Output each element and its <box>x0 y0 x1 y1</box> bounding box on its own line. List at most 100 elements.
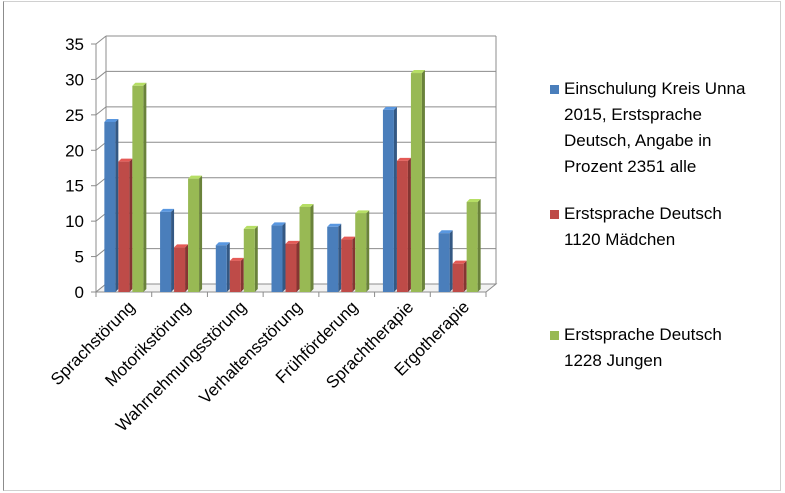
gridline-depth <box>95 71 107 80</box>
bar-top <box>132 82 147 86</box>
bar-front <box>438 233 450 292</box>
bar <box>132 82 147 292</box>
bar-front <box>118 161 130 292</box>
bar <box>285 240 300 292</box>
y-tick-labels: 0 5 10 15 20 25 30 35 <box>65 35 84 302</box>
bar <box>118 158 133 292</box>
gridline-depth <box>95 106 107 116</box>
bar <box>382 106 397 292</box>
bar-front <box>160 211 172 292</box>
bar-side <box>352 236 356 292</box>
bar-top <box>104 118 119 122</box>
bar-top <box>327 223 342 227</box>
y-tick-label: 15 <box>65 177 84 196</box>
gridline-depth <box>95 35 107 45</box>
legend-label: Erstsprache Deutsch 1228 Jungen <box>564 325 722 370</box>
bar <box>327 223 342 292</box>
bar-side <box>366 210 370 292</box>
legend-label: Einschulung Kreis Unna 2015, Erstsprache… <box>564 79 746 176</box>
bar-front <box>132 85 144 292</box>
bar-front <box>285 243 297 292</box>
bar-side <box>296 240 300 292</box>
bar-front <box>466 202 478 292</box>
y-tick-label: 25 <box>65 106 84 125</box>
y-tick-label: 0 <box>75 283 84 302</box>
bar <box>452 260 467 292</box>
y-tick-label: 35 <box>65 35 84 54</box>
bar-front <box>396 160 408 292</box>
gridline-depth <box>95 248 107 257</box>
gridline-depth <box>95 212 107 222</box>
bar <box>215 242 230 292</box>
bar-front <box>355 213 367 292</box>
legend-swatch <box>550 210 559 219</box>
gridline-depth <box>95 177 107 187</box>
bar-side <box>143 82 147 292</box>
bar-front <box>243 228 255 292</box>
legend-swatch <box>550 331 559 340</box>
bar-top <box>438 230 453 234</box>
bar-top <box>466 199 481 203</box>
y-tick-label: 20 <box>65 141 84 160</box>
bar-side <box>226 242 230 292</box>
bar <box>299 203 314 292</box>
bar <box>174 244 189 292</box>
bar <box>438 230 453 292</box>
bar-front <box>229 260 241 292</box>
bar-side <box>240 257 244 292</box>
bar <box>396 157 411 292</box>
bar-side <box>449 230 453 292</box>
bar <box>104 118 119 292</box>
bar-side <box>463 260 467 292</box>
bar-top <box>118 158 133 162</box>
bar-front <box>382 109 394 292</box>
bar-front <box>341 239 353 292</box>
bar-side <box>310 203 314 292</box>
bar-front <box>215 245 227 292</box>
bar-top <box>160 208 175 212</box>
bar-side <box>185 244 189 292</box>
gridline-depth <box>95 141 107 151</box>
bar <box>160 208 175 292</box>
bar-side <box>199 175 203 292</box>
bar-top <box>382 106 397 110</box>
bar-side <box>282 222 286 292</box>
bar-top <box>229 257 244 261</box>
bar-front <box>271 225 283 292</box>
bar <box>341 236 356 292</box>
legend-swatch <box>550 85 559 94</box>
bar <box>466 199 481 292</box>
bar-top <box>299 203 314 207</box>
bar-top <box>341 236 356 240</box>
y-tick-label: 5 <box>75 248 84 267</box>
bar-side <box>338 223 342 292</box>
bar <box>188 175 203 292</box>
x-tick-label: Verhaltensstörung <box>195 297 305 407</box>
bar-front <box>299 206 311 292</box>
bar-side <box>254 225 258 292</box>
bars <box>104 70 481 293</box>
bar-top <box>396 157 411 161</box>
x-tick-labels: SprachstörungMotorikstörungWahrnehmungss… <box>47 297 473 435</box>
chart-frame <box>3 1 781 491</box>
bar-side <box>393 106 397 292</box>
bar <box>271 222 286 292</box>
bar-side <box>171 208 175 292</box>
bar <box>243 225 258 292</box>
bar-front <box>452 263 464 292</box>
bar <box>355 210 370 292</box>
bar <box>410 70 425 293</box>
bar-front <box>188 178 200 292</box>
bar-front <box>104 121 116 292</box>
bar-side <box>407 157 411 292</box>
bar-side <box>129 158 133 292</box>
bar-top <box>174 244 189 248</box>
legend-label: Erstsprache Deutsch 1120 Mädchen <box>564 204 722 249</box>
bar-top <box>215 242 230 246</box>
bar <box>229 257 244 292</box>
bar-top <box>243 225 258 229</box>
bar-side <box>115 118 119 292</box>
bar-top <box>355 210 370 214</box>
y-tick-label: 10 <box>65 212 84 231</box>
